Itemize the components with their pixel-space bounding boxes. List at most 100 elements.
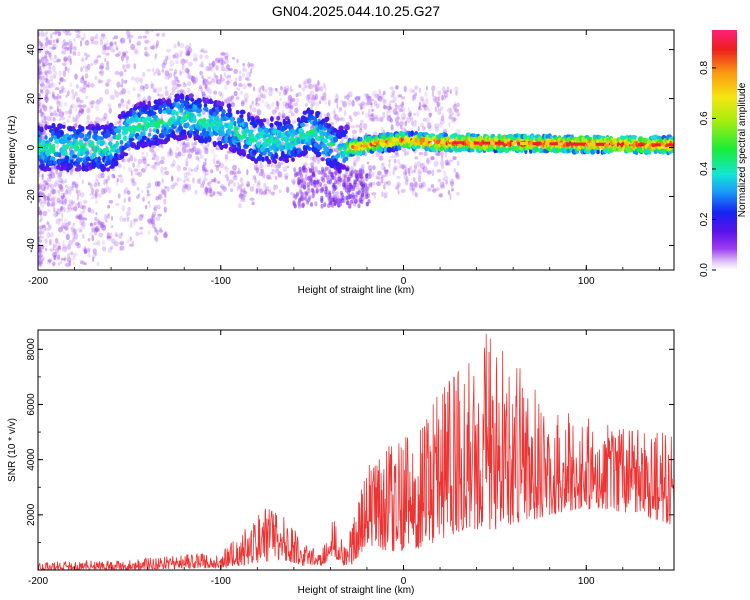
spectrogram-noise-cell xyxy=(59,89,64,94)
spectrogram-noise-cell xyxy=(407,106,410,113)
spectrogram-noise-cell xyxy=(47,39,53,46)
spectrogram-cell xyxy=(269,122,274,128)
spectrogram-noise-cell xyxy=(397,190,400,195)
spectrogram-noise-cell xyxy=(449,193,452,200)
spectrogram-noise-cell xyxy=(227,182,231,187)
spectrogram-noise-cell xyxy=(145,51,148,57)
spectrogram-noise-cell xyxy=(220,183,225,190)
spectrogram-noise-cell xyxy=(311,95,316,101)
spectrogram-noise-cell xyxy=(160,189,166,195)
spectrogram-noise-cell xyxy=(216,159,221,163)
spectrogram-noise-cell xyxy=(52,39,56,43)
spectrogram-noise-cell xyxy=(438,122,443,128)
spectrogram-cell xyxy=(262,118,267,123)
spectrogram-noise-cell xyxy=(169,72,173,78)
spectrogram-noise-cell xyxy=(61,44,64,50)
spectrogram-noise-cell xyxy=(364,97,370,102)
spectrogram-noise-cell xyxy=(283,89,287,96)
spectrogram-noise-cell xyxy=(211,60,216,67)
spectrogram-noise-cell xyxy=(41,111,44,116)
spectrogram-noise-cell xyxy=(258,172,264,177)
spectrogram-noise-cell xyxy=(192,146,197,152)
spectrogram-noise-cell xyxy=(251,201,255,206)
spectrogram-noise-cell xyxy=(122,217,127,222)
spectrogram-noise-cell xyxy=(340,198,344,204)
spectrogram-noise-cell xyxy=(47,62,53,66)
spectrogram-noise-cell xyxy=(310,162,315,168)
spectrogram-noise-cell xyxy=(271,168,275,173)
spectrogram-noise-cell xyxy=(427,125,432,132)
spectrogram-noise-cell xyxy=(384,170,389,177)
spectrogram-noise-cell xyxy=(440,159,445,167)
spectrogram-noise-cell xyxy=(452,104,457,110)
spectrogram-noise-cell xyxy=(107,103,112,108)
spectrogram-noise-cell xyxy=(129,236,132,242)
spectrogram-noise-cell xyxy=(53,255,58,261)
spectrogram-noise-cell xyxy=(146,193,151,197)
spectrogram-noise-cell xyxy=(66,257,72,263)
spectrogram-noise-cell xyxy=(40,64,46,68)
spectrogram-noise-cell xyxy=(54,237,59,244)
spectrogram-cell xyxy=(264,127,270,134)
spectrogram-noise-cell xyxy=(38,193,41,199)
spectrogram-noise-cell xyxy=(370,101,373,109)
spectrogram-noise-cell xyxy=(358,128,364,134)
spectrogram-noise-cell xyxy=(354,96,359,100)
spectrogram-noise-cell xyxy=(52,243,56,251)
spectrogram-noise-cell xyxy=(99,39,104,46)
spectrogram-noise-cell xyxy=(71,236,76,243)
spectrogram-noise-cell xyxy=(450,185,454,192)
spectrogram-noise-cell xyxy=(233,90,238,97)
spectrogram-noise-cell xyxy=(79,229,83,233)
spectrogram-noise-cell xyxy=(372,116,376,122)
spectrogram-noise-cell xyxy=(74,91,78,97)
spectrogram-noise-cell xyxy=(307,97,313,104)
spectrogram-noise-cell xyxy=(286,165,290,169)
spectrogram-noise-cell xyxy=(161,177,164,184)
spectrogram-noise-cell xyxy=(41,174,44,181)
spectrogram-noise-cell xyxy=(380,176,384,184)
spectrogram-noise-cell xyxy=(382,111,386,119)
spectrogram-noise-cell xyxy=(130,16,134,20)
spectrogram-noise-cell xyxy=(191,142,196,146)
spectrogram-noise-cell xyxy=(135,231,139,237)
spectrogram-noise-cell xyxy=(397,184,400,189)
spectrogram-noise-cell xyxy=(407,112,412,117)
spectrogram-noise-cell xyxy=(113,241,119,247)
spectrogram-noise-cell xyxy=(242,62,246,67)
spectrogram-cell xyxy=(416,145,421,149)
spectrogram-noise-cell xyxy=(136,195,140,200)
spectrogram-noise-cell xyxy=(38,76,43,80)
spectrogram-noise-cell xyxy=(353,161,357,167)
spectrogram-noise-cell xyxy=(99,62,105,70)
spectrogram-noise-cell xyxy=(240,198,246,203)
spectrogram-noise-cell xyxy=(324,166,330,170)
spectrogram-cell xyxy=(83,137,89,142)
spectrogram-cell xyxy=(244,121,249,128)
spectrogram-noise-cell xyxy=(144,39,149,44)
spectrogram-noise-cell xyxy=(119,245,125,251)
spectrogram-noise-cell xyxy=(38,233,41,240)
spectrogram-noise-cell xyxy=(414,119,417,125)
spectrogram-noise-cell xyxy=(41,115,44,122)
spectrogram-peak-cell xyxy=(511,141,516,145)
spectrogram-noise-cell xyxy=(158,229,163,233)
spectrogram-noise-cell xyxy=(98,71,103,75)
spectrogram-noise-cell xyxy=(61,201,67,207)
spectrogram-noise-cell xyxy=(70,201,76,204)
spectrogram-noise-cell xyxy=(292,193,296,199)
spectrogram-noise-cell xyxy=(144,162,148,170)
spectrogram-noise-cell xyxy=(184,67,190,73)
spectrogram-noise-cell xyxy=(208,67,213,72)
spectrogram-noise-cell xyxy=(276,104,280,110)
spectrogram-noise-cell xyxy=(44,227,49,231)
spectrogram-noise-cell xyxy=(163,59,168,66)
spectrogram-noise-cell xyxy=(455,171,459,178)
spectrogram-noise-cell xyxy=(211,178,216,183)
spectrogram-noise-cell xyxy=(305,94,310,102)
spectrogram-noise-cell xyxy=(96,261,100,267)
spectrogram-noise-cell xyxy=(50,79,53,86)
spectrogram-noise-cell xyxy=(38,31,42,36)
spectrogram-noise-cell xyxy=(48,198,51,202)
spectrogram-cell xyxy=(68,164,73,169)
